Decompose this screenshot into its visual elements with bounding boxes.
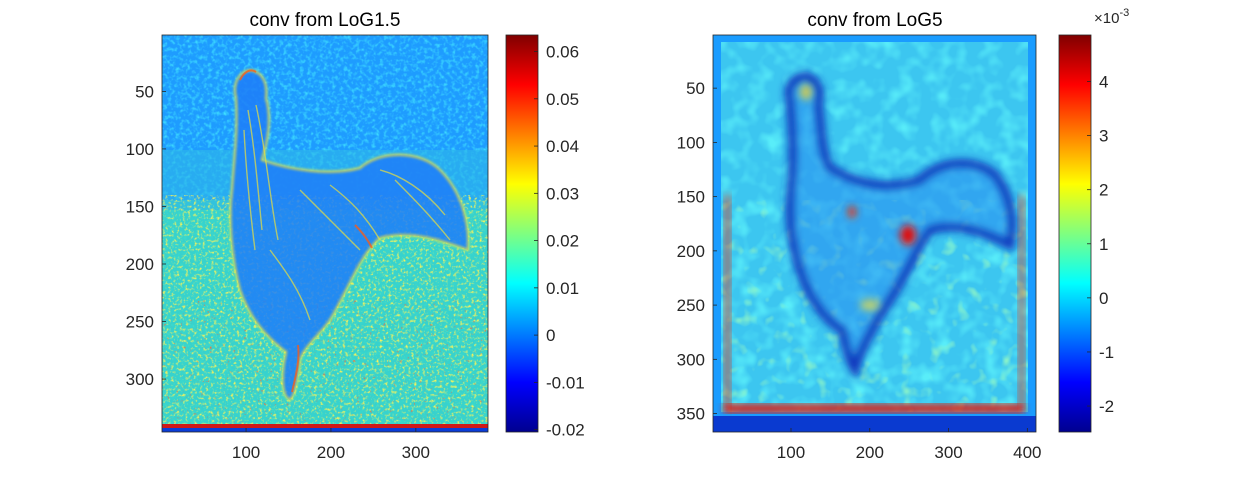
- y-tick-label: 100: [126, 140, 154, 159]
- x-tick-label: 100: [232, 443, 260, 462]
- heatmap-panel-2: conv from LoG5 50 100 150 200 2: [677, 7, 1130, 462]
- colorbar-tick-label: 0.02: [546, 232, 579, 251]
- y-tick-label: 150: [126, 197, 154, 216]
- panel-2-colorbar: -2 -1 0 1 2 3 4 ×10-3: [1058, 7, 1129, 433]
- panel-2-title: conv from LoG5: [807, 10, 942, 31]
- y-tick-label: 150: [677, 188, 705, 207]
- colorbar-tick-label: 0.01: [546, 279, 579, 298]
- colorbar-tick-label: -1: [1099, 343, 1114, 362]
- panel-2-image: [713, 35, 1036, 432]
- y-tick-label: 50: [135, 82, 154, 101]
- colorbar-tick-label: 2: [1099, 181, 1108, 200]
- panel-1-x-ticks: 100 200 300: [232, 428, 430, 462]
- panel-2-y-ticks: 50 100 150 200 250 300 350: [677, 79, 717, 424]
- y-tick-label: 300: [677, 350, 705, 369]
- colorbar-2-exponent: ×10-3: [1094, 7, 1129, 27]
- colorbar-tick-label: -0.01: [546, 373, 585, 392]
- colorbar-tick-label: 3: [1099, 127, 1108, 146]
- colorbar-tick-label: 0: [1099, 289, 1108, 308]
- x-tick-label: 200: [317, 443, 345, 462]
- y-tick-label: 350: [677, 405, 705, 424]
- y-tick-label: 300: [126, 370, 154, 389]
- colorbar-tick-label: -2: [1099, 397, 1114, 416]
- panel-1-y-ticks: 50 100 150 200 250 300: [126, 82, 166, 389]
- panel-1-axes-box: [161, 34, 489, 433]
- y-tick-label: 100: [677, 133, 705, 152]
- colorbar-tick-label: 0.05: [546, 90, 579, 109]
- colorbar-tick-label: -0.02: [546, 421, 585, 440]
- panel-2-rooster: [784, 71, 1017, 381]
- x-tick-label: 400: [1013, 443, 1041, 462]
- panel-1-colorbar: -0.02 -0.01 0 0.01 0.02 0.03 0.04 0.05 0.06: [505, 34, 585, 440]
- y-tick-label: 50: [686, 79, 705, 98]
- colorbar-tick-label: 0.04: [546, 137, 579, 156]
- heatmap-panel-1: conv from LoG1.5: [126, 10, 585, 462]
- colorbar-tick-label: 4: [1099, 73, 1108, 92]
- colorbar-tick-label: 0.03: [546, 184, 579, 203]
- x-tick-label: 100: [777, 443, 805, 462]
- x-tick-label: 200: [856, 443, 884, 462]
- panel-1-title: conv from LoG1.5: [249, 10, 400, 31]
- panel-1-rooster: [229, 68, 470, 402]
- y-tick-label: 250: [677, 296, 705, 315]
- y-tick-label: 200: [677, 242, 705, 261]
- colorbar-1-gradient: [506, 35, 538, 432]
- panel-2-x-ticks: 100 200 300 400: [777, 428, 1042, 462]
- colorbar-tick-label: 0.06: [546, 43, 579, 62]
- colorbar-2-ticks: -2 -1 0 1 2 3 4: [1087, 73, 1114, 416]
- y-tick-label: 200: [126, 255, 154, 274]
- panel-2-hotspots: [800, 84, 916, 311]
- panel-1-image: [162, 35, 488, 432]
- colorbar-tick-label: 0: [546, 326, 555, 345]
- colorbar-1-ticks: -0.02 -0.01 0 0.01 0.02 0.03 0.04 0.05 0.06: [534, 43, 585, 440]
- y-tick-label: 250: [126, 313, 154, 332]
- colorbar-tick-label: 1: [1099, 235, 1108, 254]
- x-tick-label: 300: [402, 443, 430, 462]
- colorbar-2-gradient: [1059, 35, 1091, 432]
- x-tick-label: 300: [934, 443, 962, 462]
- panel-2-axes-box: [712, 34, 1037, 433]
